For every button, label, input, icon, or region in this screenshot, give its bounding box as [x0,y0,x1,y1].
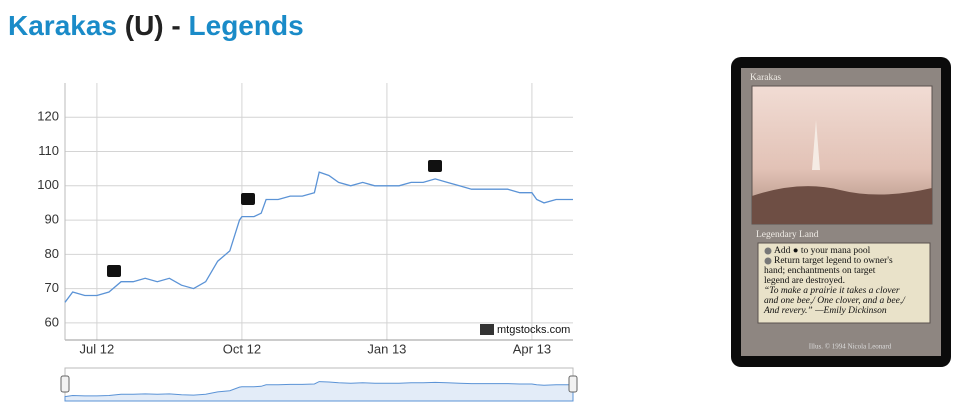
card-title: Karakas [750,73,781,83]
chart: 60 70 80 90 100 110 120 Jul 12 Oct 12 Jan 13 Apr 1… [37,83,578,402]
card-flavor-line: And revery.” —Emily Dickinson [763,306,887,316]
card-artist: Illus. © 1994 Nicola Leonard [809,343,892,351]
y-tick-label: 90 [45,212,59,227]
x-tick-label: Oct 12 [223,341,261,356]
y-tick-label: 110 [38,143,59,158]
price-line [64,171,573,303]
card-art-spire [812,120,820,170]
event-marker[interactable] [428,160,442,172]
card-rules-line: legend are destroyed. [764,276,845,286]
y-tick-label: 60 [45,314,59,329]
x-tick-label: Jan 13 [367,341,406,356]
tap-symbol [764,247,772,255]
rarity: (U) [125,10,164,41]
card-name[interactable]: Karakas [8,10,117,41]
y-tick-label: 80 [45,246,59,261]
navigator-area [64,381,574,402]
y-tick-label: 120 [37,109,59,124]
card-rules-line: Add ● to your mana pool [774,246,871,256]
event-marker[interactable] [241,193,255,205]
card-art-trees [752,186,932,224]
set-name[interactable]: Legends [189,10,304,41]
x-tick-label: Jul 12 [80,341,115,356]
credit: mtgstocks.com [497,324,570,336]
navigator-handle[interactable] [60,375,70,393]
card-rules-line: Return target legend to owner's [774,256,893,266]
credit-logo [480,324,494,335]
card-flavor-line: “To make a prairie it takes a clover [764,286,900,296]
event-marker[interactable] [107,265,121,277]
tap-symbol [764,257,772,265]
page-title: Karakas (U) - Legends [8,10,304,41]
y-tick-label: 100 [37,177,59,192]
card-textbox [757,242,931,324]
x-tick-label: Apr 13 [513,341,551,356]
card-type: Legendary Land [756,230,819,240]
navigator-handle[interactable] [568,375,578,393]
card-image: Karakas Legendary Land Illus. © 1994 Nic… [731,57,951,367]
y-tick-label: 70 [45,280,59,295]
separator: - [171,10,180,41]
card-rules-line: hand; enchantments on target [764,266,876,276]
plot-area [65,83,573,340]
card-flavor-line: and one bee,/ One clover, and a bee,/ [764,296,906,306]
